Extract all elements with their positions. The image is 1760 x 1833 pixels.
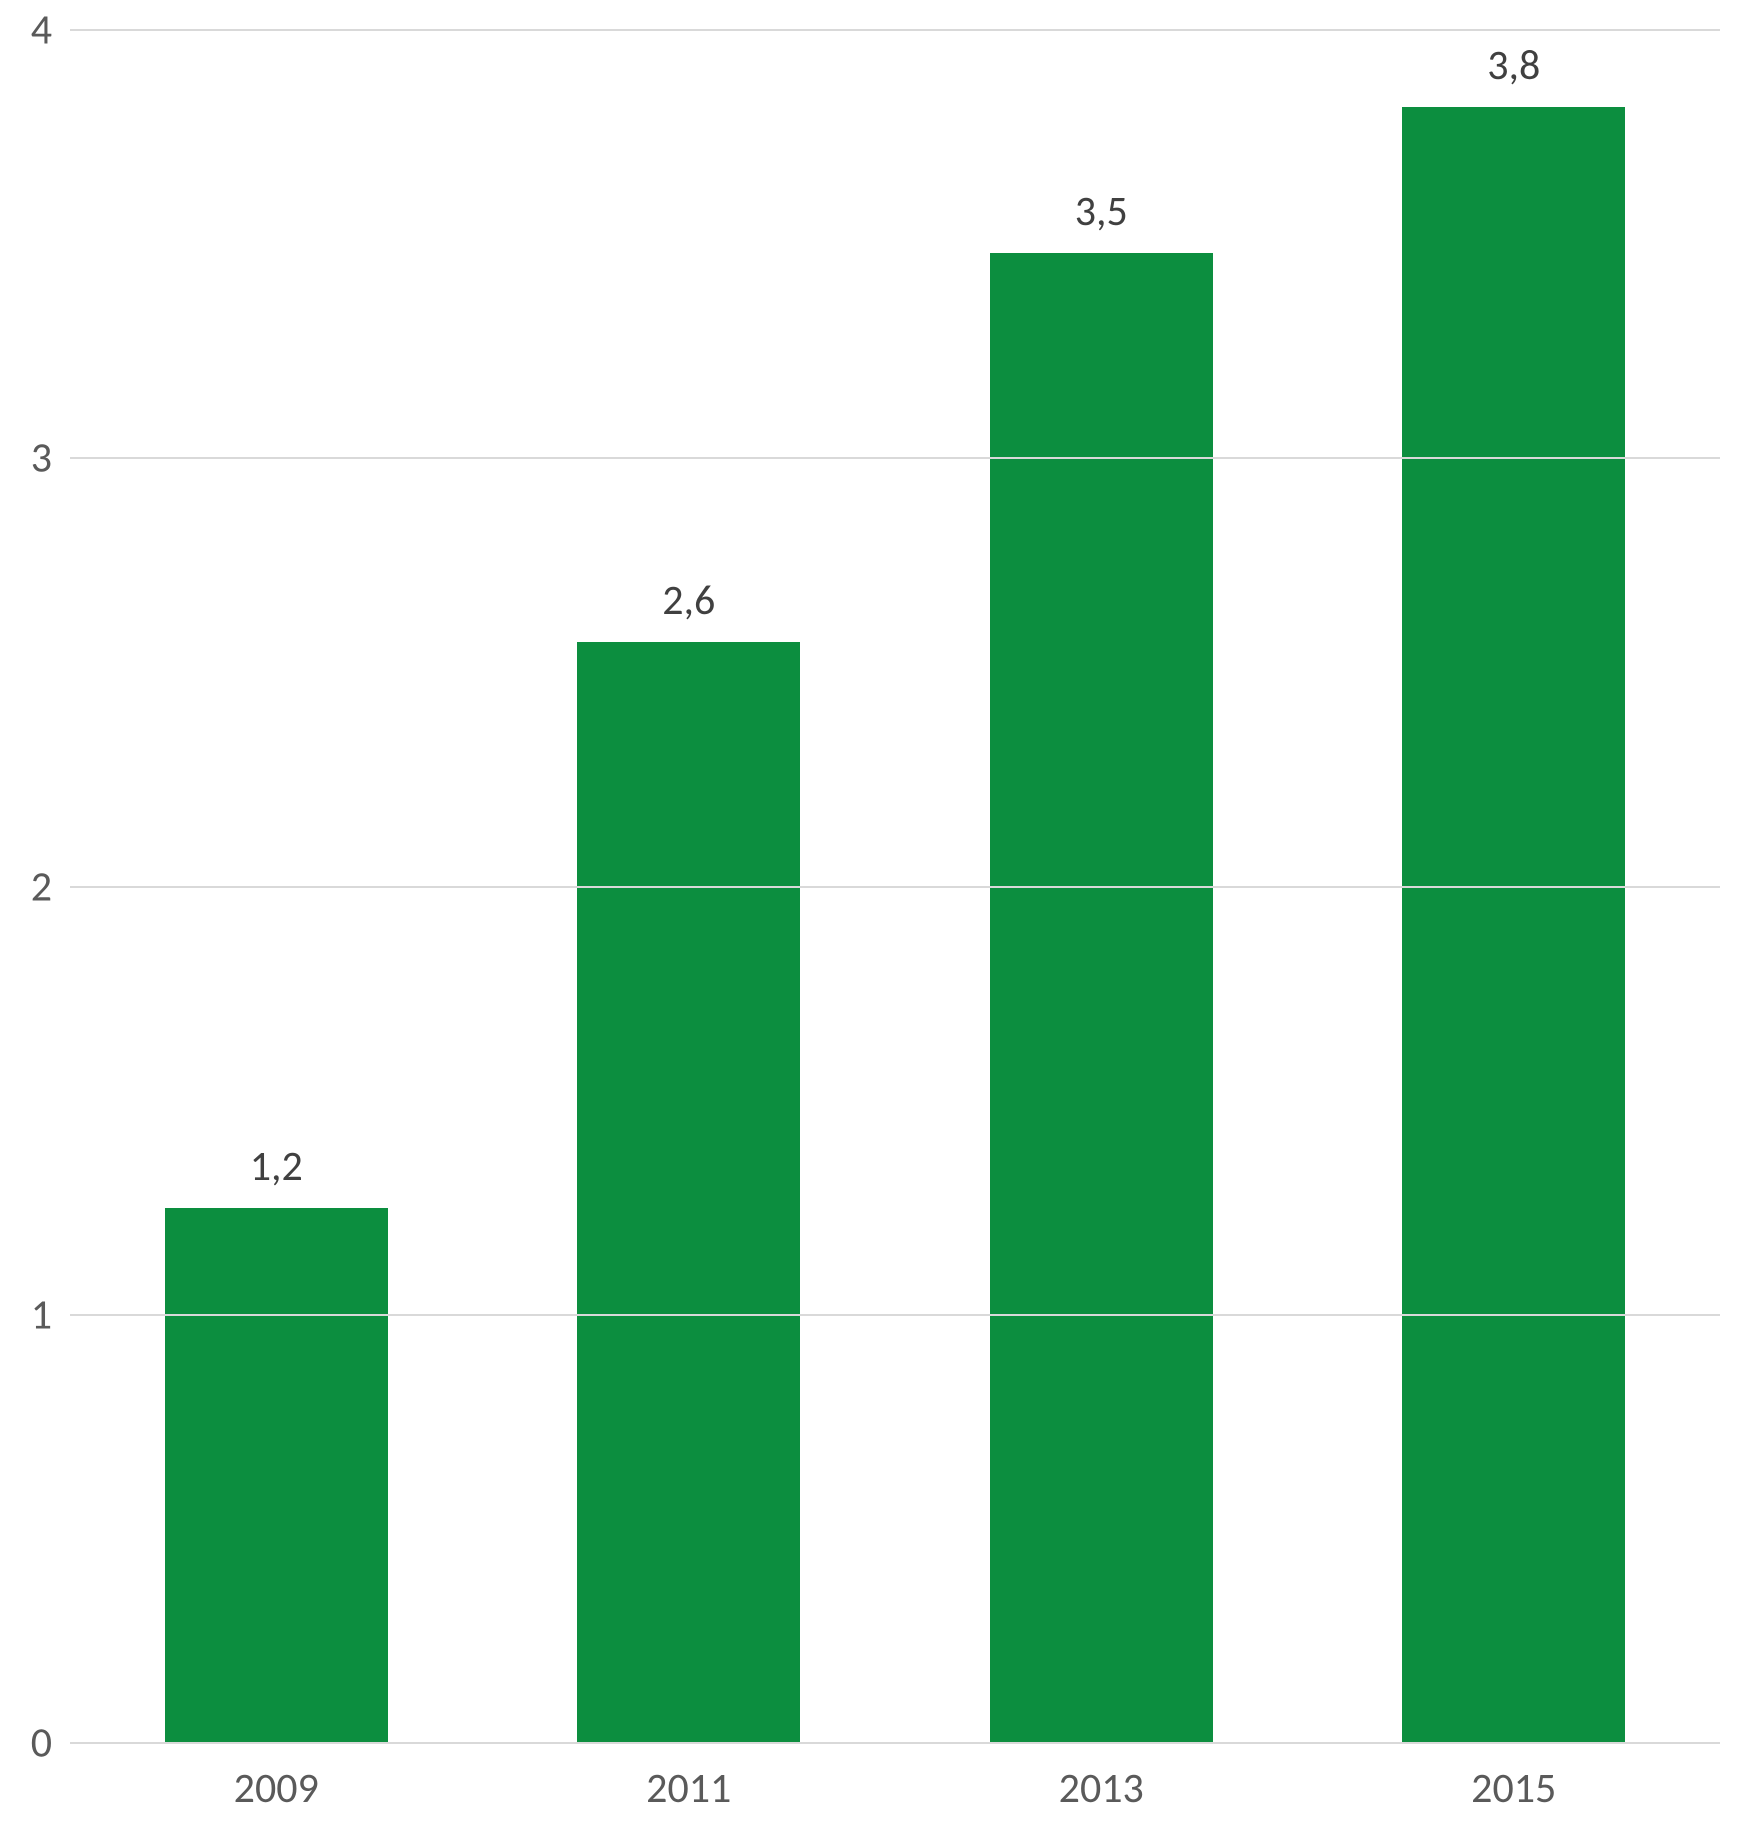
gridline <box>70 457 1720 459</box>
gridline <box>70 1314 1720 1316</box>
y-tick-label: 0 <box>31 1718 52 1769</box>
bar-value-label: 2,6 <box>662 575 715 626</box>
bar <box>165 1208 388 1743</box>
bar-value-label: 3,8 <box>1487 40 1540 91</box>
x-tick-label: 2011 <box>646 1763 731 1814</box>
x-tick-label: 2015 <box>1471 1763 1556 1814</box>
gridline <box>70 886 1720 888</box>
gridline <box>70 1742 1720 1744</box>
bar-value-label: 1,2 <box>250 1141 303 1192</box>
bar-value-label: 3,5 <box>1075 186 1128 237</box>
bar <box>990 253 1213 1743</box>
x-tick-label: 2013 <box>1059 1763 1144 1814</box>
y-tick-label: 1 <box>31 1289 52 1340</box>
gridline <box>70 29 1720 31</box>
y-tick-label: 2 <box>31 861 52 912</box>
bar-chart: 0 1 2 3 4 1,2 2009 2,6 2011 3,5 2013 3,8 2015 <box>0 0 1760 1833</box>
x-tick-label: 2009 <box>234 1763 319 1814</box>
y-tick-label: 4 <box>31 5 52 56</box>
bar <box>1402 107 1625 1743</box>
bar <box>577 642 800 1743</box>
y-tick-label: 3 <box>31 433 52 484</box>
